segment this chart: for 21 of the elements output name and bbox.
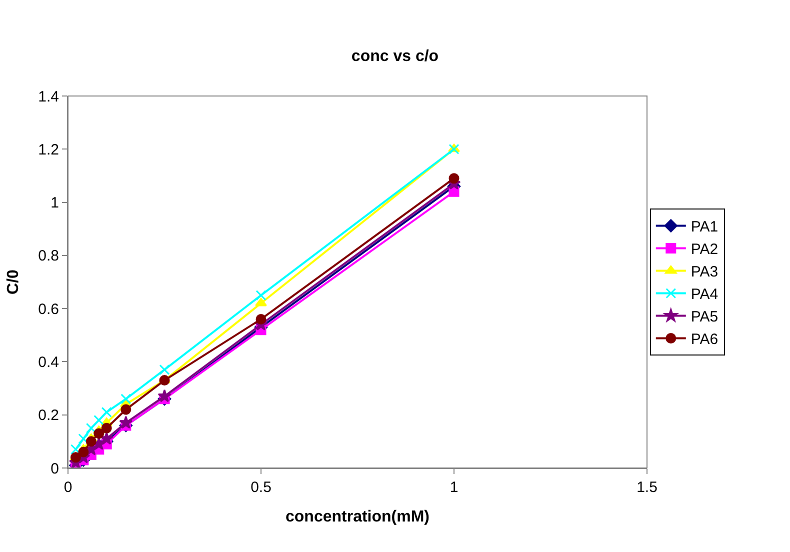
y-tick-label: 0.8 bbox=[38, 248, 59, 265]
x-tick-label: 0.5 bbox=[250, 479, 272, 496]
legend-label: PA4 bbox=[690, 286, 718, 304]
legend-label: PA6 bbox=[690, 331, 718, 348]
y-tick-label: 1.2 bbox=[38, 141, 59, 158]
chart-title: conc vs c/o bbox=[351, 48, 439, 65]
y-tick-label: 0.2 bbox=[38, 407, 59, 424]
legend-label: PA5 bbox=[690, 308, 718, 326]
y-tick-label: 0.4 bbox=[38, 354, 59, 371]
x-tick-label: 1 bbox=[450, 479, 458, 496]
y-axis-title: C/0 bbox=[5, 269, 22, 294]
y-tick-label: 1.4 bbox=[38, 88, 59, 106]
legend-label: PA2 bbox=[690, 241, 718, 258]
x-axis-title: concentration(mM) bbox=[286, 508, 430, 526]
y-tick-label: 0.6 bbox=[38, 300, 59, 318]
legend-label: PA3 bbox=[690, 264, 718, 281]
y-tick-label: 1 bbox=[50, 194, 59, 212]
x-tick-label: 1.5 bbox=[636, 479, 658, 496]
y-tick-label: 0 bbox=[50, 460, 59, 478]
x-tick-label: 0 bbox=[64, 479, 72, 496]
legend-label: PA1 bbox=[690, 218, 718, 236]
